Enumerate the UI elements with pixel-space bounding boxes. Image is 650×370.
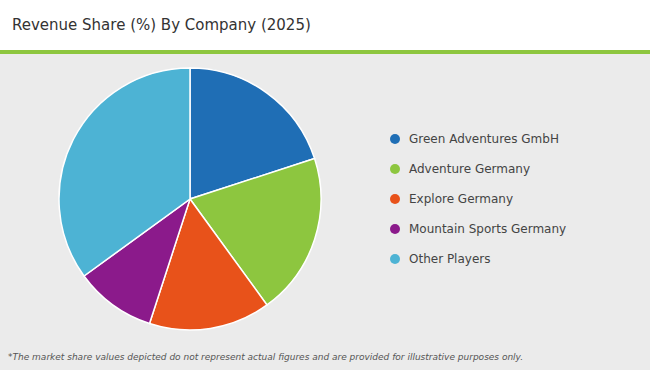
legend-item: Mountain Sports Germany bbox=[390, 222, 566, 236]
legend-label: Mountain Sports Germany bbox=[409, 222, 566, 236]
header-rule bbox=[0, 50, 650, 54]
legend-marker bbox=[390, 254, 400, 264]
legend-item: Adventure Germany bbox=[390, 162, 530, 176]
legend-marker bbox=[390, 134, 400, 144]
header bbox=[0, 0, 650, 50]
legend-label: Other Players bbox=[409, 252, 490, 266]
background bbox=[0, 0, 650, 370]
title: Revenue Share (%) By Company (2025) bbox=[12, 16, 311, 34]
legend-label: Explore Germany bbox=[409, 192, 513, 206]
chart: Revenue Share (%) By Company (2025) Green… bbox=[0, 0, 650, 370]
legend-marker bbox=[390, 164, 400, 174]
slice bbox=[59, 68, 190, 276]
legend-marker bbox=[390, 224, 400, 234]
legend-label: Adventure Germany bbox=[409, 162, 530, 176]
legend-marker bbox=[390, 194, 400, 204]
legend-label: Green Adventures GmbH bbox=[409, 132, 559, 146]
legend-item: Other Players bbox=[390, 252, 490, 266]
pie bbox=[59, 68, 321, 330]
legend-item: Explore Germany bbox=[390, 192, 513, 206]
legend: Green Adventures GmbH Adventure Germany Ex… bbox=[390, 132, 566, 266]
footnote: *The market share values depicted do not… bbox=[8, 352, 523, 362]
legend-item: Green Adventures GmbH bbox=[390, 132, 559, 146]
